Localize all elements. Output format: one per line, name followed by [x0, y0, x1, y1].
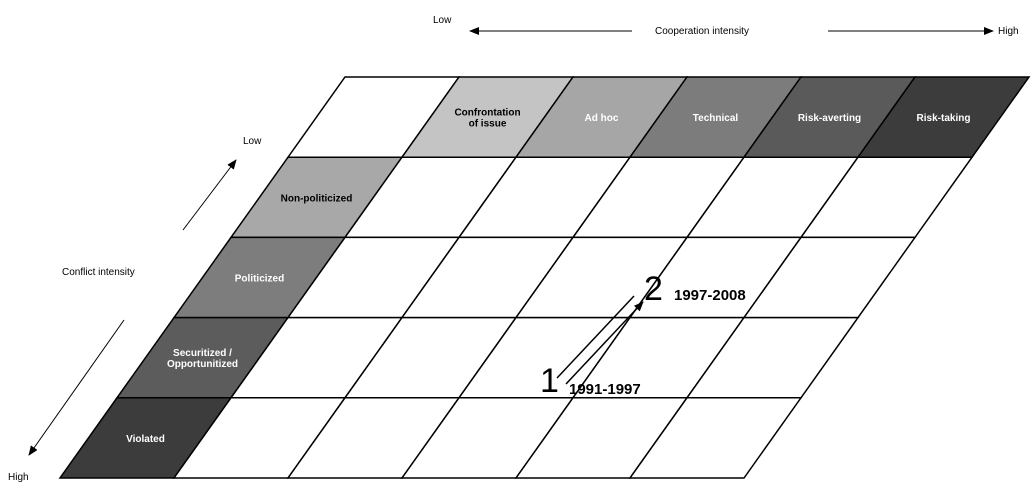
grid [58, 76, 1031, 479]
conflict-level-label: Non-politicized [281, 193, 353, 204]
conflict-arrow-down [28, 319, 125, 456]
conflict-axis-title: Conflict intensity [62, 267, 135, 278]
trajectory-period-2: 1997-2008 [674, 287, 746, 304]
cooperation-axis-title: Cooperation intensity [655, 26, 749, 37]
trajectory-arrow [565, 301, 644, 385]
cooperation-level-label: Technical [693, 113, 739, 124]
conflict-level-label: Politicized [235, 274, 284, 285]
cooperation-level-label: Risk-averting [798, 113, 861, 124]
cooperation-low-label: Low [433, 15, 452, 26]
cooperation-high-label: High [998, 26, 1019, 37]
trajectory-period-1: 1991-1997 [569, 381, 641, 398]
conflict-level-label: Violated [126, 434, 165, 445]
cooperation-level-label: Ad hoc [585, 113, 619, 124]
cooperation-level-label: Risk-taking [917, 113, 971, 124]
conflict-arrow-up [182, 159, 237, 231]
conflict-low-label: Low [243, 136, 262, 147]
grid-cell [628, 397, 803, 479]
cooperation-level-label: Confrontation of issue [454, 108, 520, 130]
trajectory-arrow-line [556, 295, 635, 379]
conflict-level-label: Securitized / Opportunitized [167, 348, 238, 370]
conflict-high-label: High [8, 472, 29, 483]
trajectory-point-2: 2 [644, 270, 663, 308]
trajectory-point-1: 1 [540, 362, 559, 400]
grid-labels: Confrontation of issue Ad hoc Technical Risk… [126, 108, 970, 445]
